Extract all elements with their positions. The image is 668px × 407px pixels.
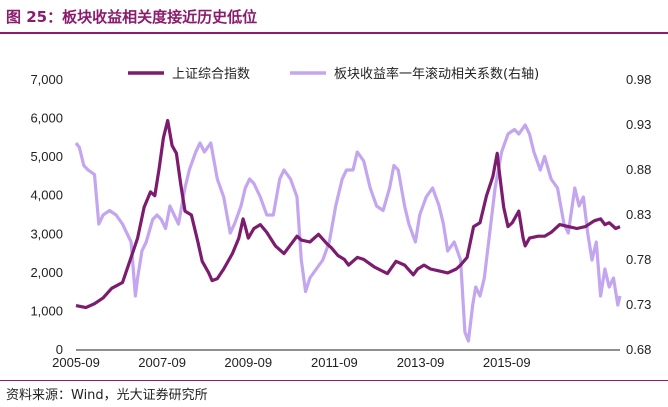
series-lines xyxy=(74,118,622,343)
right-tick-label: 0.73 xyxy=(626,297,651,312)
left-tick-label: 7,000 xyxy=(30,72,63,87)
right-tick-label: 0.68 xyxy=(626,342,651,357)
right-tick-label: 0.83 xyxy=(626,207,651,222)
left-y-axis-ticks: 0 1,000 2,000 3,000 4,000 5,000 6,000 7,000 xyxy=(30,72,63,357)
x-tick-label: 2005-09 xyxy=(52,355,100,370)
x-tick-label: 2015-09 xyxy=(483,355,531,370)
left-tick-label: 2,000 xyxy=(30,265,63,280)
x-tick-label: 2011-09 xyxy=(311,355,358,370)
x-tick-label: 2013-09 xyxy=(397,355,445,370)
right-tick-label: 0.88 xyxy=(626,162,651,177)
line-chart: 0 1,000 2,000 3,000 4,000 5,000 6,000 7,000 0.6… xyxy=(30,66,651,370)
x-tick-label: 2009-09 xyxy=(224,355,272,370)
x-tick-label: 2007-09 xyxy=(138,355,186,370)
left-tick-label: 1,000 xyxy=(30,303,63,318)
left-tick-label: 0 xyxy=(56,342,63,357)
correlation-series-line xyxy=(74,123,622,343)
right-y-axis-ticks: 0.68 0.73 0.78 0.83 0.88 0.93 0.98 xyxy=(626,72,651,357)
left-tick-label: 6,000 xyxy=(30,111,63,126)
right-tick-label: 0.93 xyxy=(626,117,651,132)
right-tick-label: 0.78 xyxy=(626,252,651,267)
x-axis-ticks: 2005-09 2007-09 2009-09 2011-09 2013-09 2015-… xyxy=(52,355,530,370)
left-tick-label: 4,000 xyxy=(30,188,63,203)
left-tick-label: 3,000 xyxy=(30,226,63,241)
footer-divider xyxy=(0,380,668,381)
title-divider xyxy=(0,32,668,34)
chart-title: 图 25：板块收益相关度接近历史低位 xyxy=(6,8,258,26)
index-series-line xyxy=(75,118,621,310)
legend-label-correlation: 板块收益率一年滚动相关系数(右轴) xyxy=(334,66,539,82)
left-tick-label: 5,000 xyxy=(30,149,63,164)
right-tick-label: 0.98 xyxy=(626,72,651,87)
legend-label-index: 上证综合指数 xyxy=(172,67,250,82)
chart-legend: 上证综合指数 板块收益率一年滚动相关系数(右轴) xyxy=(128,66,539,82)
source-note: 资料来源：Wind，光大证券研究所 xyxy=(6,388,208,403)
